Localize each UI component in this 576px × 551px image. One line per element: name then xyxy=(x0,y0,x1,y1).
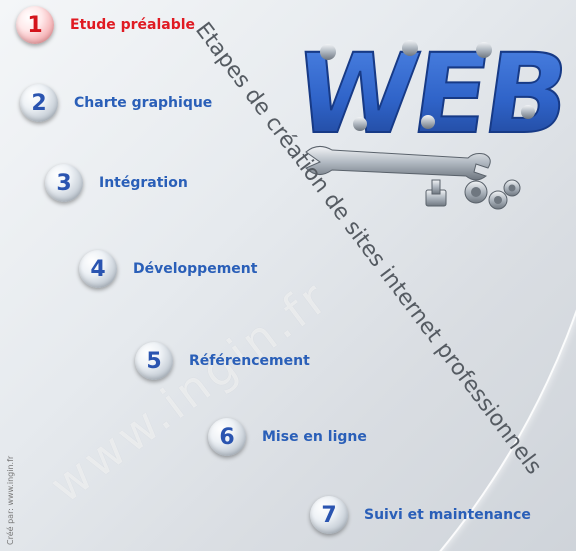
web-logo-icon: WEB xyxy=(298,29,568,210)
step-4: 4 Développement xyxy=(79,250,257,288)
wrench-icon xyxy=(305,146,491,181)
step-3-number-badge: 3 xyxy=(45,164,83,202)
bolts-icon xyxy=(425,179,521,210)
step-1: 1 Etude préalable xyxy=(16,6,195,44)
credit-text: Créé par: www.ingin.fr xyxy=(6,455,15,545)
step-6: 6 Mise en ligne xyxy=(208,418,367,456)
step-4-number-badge: 4 xyxy=(79,250,117,288)
logo-web-text: WEB xyxy=(298,30,568,158)
step-5-number-badge: 5 xyxy=(135,342,173,380)
step-2-number-badge: 2 xyxy=(20,84,58,122)
step-7-label: Suivi et maintenance xyxy=(364,507,531,523)
step-2: 2 Charte graphique xyxy=(20,84,212,122)
step-4-label: Développement xyxy=(133,261,258,277)
step-7-number-badge: 7 xyxy=(310,496,348,534)
step-1-label: Etude préalable xyxy=(70,17,196,33)
step-7: 7 Suivi et maintenance xyxy=(310,496,531,534)
step-2-label: Charte graphique xyxy=(74,95,213,111)
step-5-label: Référencement xyxy=(189,353,310,369)
step-5: 5 Référencement xyxy=(135,342,310,380)
step-3: 3 Intégration xyxy=(45,164,188,202)
step-6-number-badge: 6 xyxy=(208,418,246,456)
step-1-number-badge: 1 xyxy=(16,6,54,44)
step-3-label: Intégration xyxy=(99,175,188,191)
step-6-label: Mise en ligne xyxy=(262,429,367,445)
